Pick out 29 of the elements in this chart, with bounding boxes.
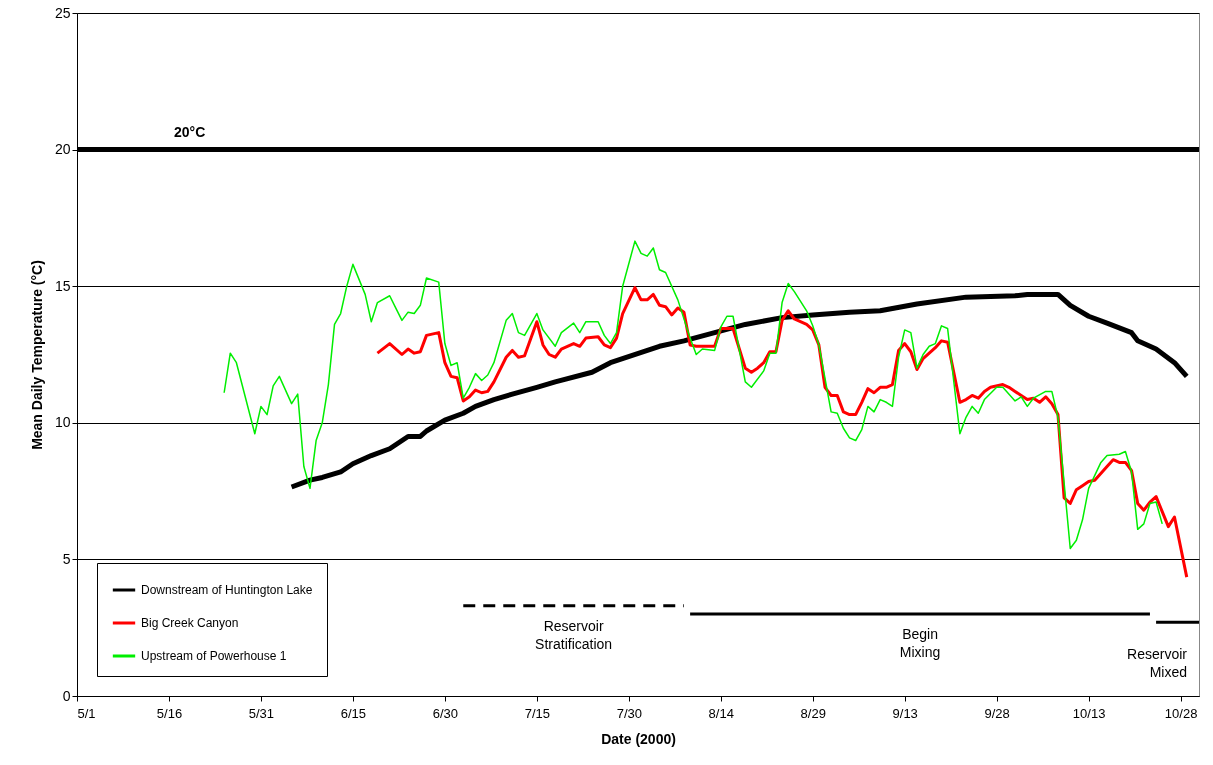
x-tick-label: 9/13 (892, 705, 918, 721)
ref-line-label: 20°C (174, 123, 206, 140)
x-tick-label: 5/1 (77, 705, 96, 721)
x-tick-label: 9/28 (984, 705, 1010, 721)
annotation: Begin Mixing (899, 626, 941, 661)
y-tick-label: 15 (54, 277, 71, 294)
legend-label: Big Creek Canyon (141, 616, 239, 630)
x-tick-label: 7/30 (616, 705, 642, 721)
x-tick-label: 6/15 (340, 705, 367, 721)
x-tick-label: 8/29 (800, 705, 826, 721)
line-series (223, 240, 1163, 550)
legend-label: Downstream of Huntington Lake (141, 583, 313, 597)
x-tick-label: 10/13 (1072, 705, 1106, 721)
x-tick-label: 5/31 (248, 705, 275, 721)
y-tick-label: 5 (62, 550, 71, 567)
x-tick-label: 10/28 (1164, 705, 1198, 721)
x-tick-label: 5/16 (156, 705, 183, 721)
legend-label: Upstream of Powerhouse 1 (141, 649, 287, 663)
y-axis-title: Mean Daily Temperature (°C) (28, 260, 45, 450)
annotation: Reservoir Stratification (535, 617, 613, 652)
annotation: Reservoir Mixed (1127, 646, 1188, 681)
x-tick-label: 6/30 (432, 705, 459, 721)
x-axis-title: Date (2000) (601, 730, 676, 747)
y-tick-label: 10 (54, 414, 71, 431)
x-tick-label: 8/14 (708, 705, 734, 721)
x-tick-label: 7/15 (524, 705, 550, 721)
y-tick-label: 20 (54, 141, 71, 158)
y-tick-label: 25 (54, 4, 71, 21)
y-tick-label: 0 (62, 687, 71, 704)
